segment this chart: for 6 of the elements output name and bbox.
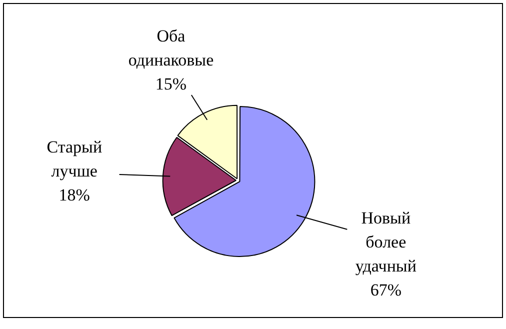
slice-label: Старый лучше — [46, 138, 102, 181]
slice-label: Новый более удачный — [355, 208, 416, 276]
slice-label: Оба одинаковые — [128, 26, 214, 70]
data-label: 67% — [370, 280, 402, 300]
data-label: 15% — [155, 74, 187, 94]
data-label: 18% — [58, 186, 90, 205]
